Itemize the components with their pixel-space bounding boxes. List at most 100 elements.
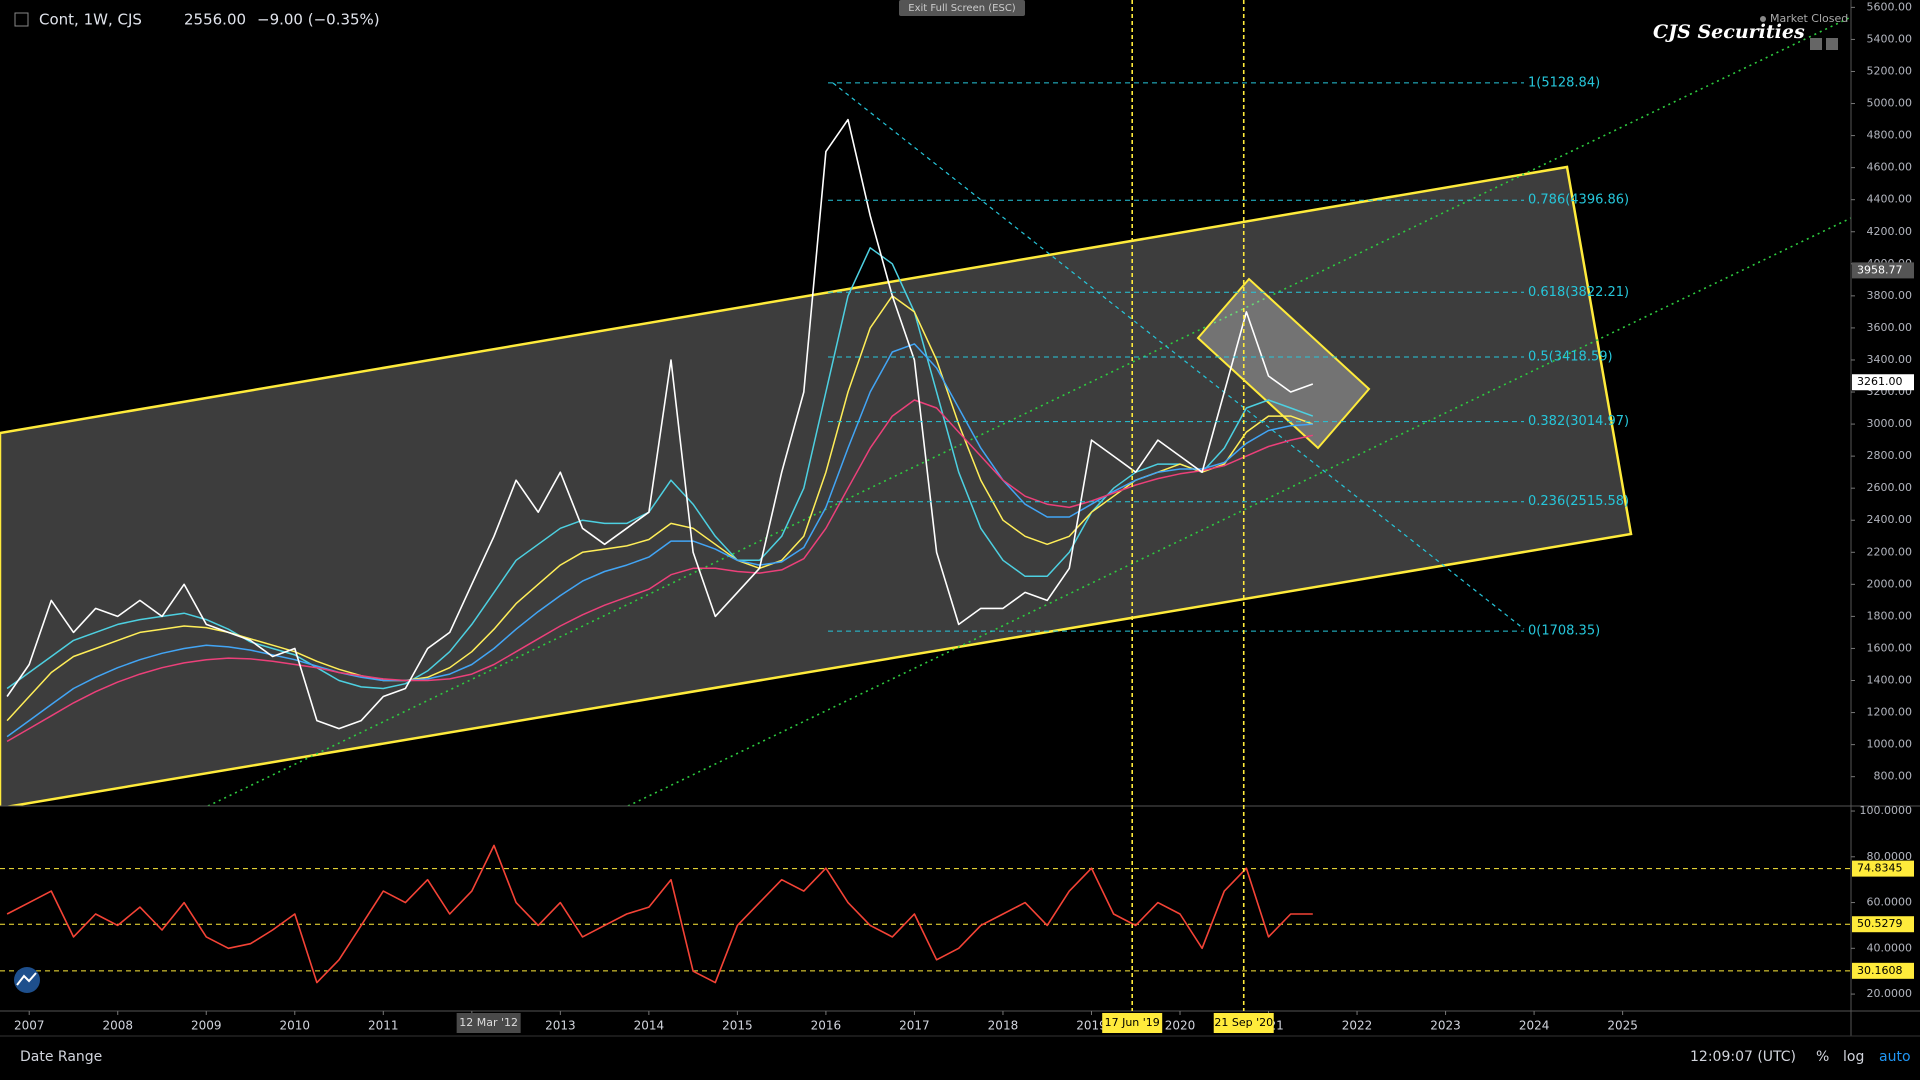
y-tick-label: 4600.00 [1867, 161, 1913, 174]
price-tag [1852, 262, 1914, 279]
x-tick-label: 2011 [368, 1019, 399, 1033]
status-dot [1760, 16, 1766, 22]
brand: CJS Securities [1653, 21, 1805, 43]
y-tick-label: 5400.00 [1867, 32, 1913, 45]
auto-toggle[interactable]: auto [1879, 1049, 1911, 1065]
crosshair-label: 12 Mar '12 [459, 1016, 518, 1029]
indicator-line [6, 844, 1313, 984]
rsi-pane [0, 844, 1851, 984]
channel [0, 165, 1633, 806]
rsi-level-label: 30.1608 [1857, 964, 1903, 977]
y-tick-label: 1400.00 [1867, 674, 1913, 687]
y-tick-label: 3800.00 [1867, 289, 1913, 302]
x-tick-label: 2016 [811, 1019, 842, 1033]
log-toggle[interactable]: log [1843, 1049, 1864, 1065]
rsi-level-label: 50.5279 [1857, 917, 1903, 930]
y-tick-label: 60.0000 [1867, 896, 1913, 909]
axes: 800.00 1000.00 1200.00 1400.00 1600.00 1800.0… [0, 0, 1920, 1036]
date-label: 21 Sep '20 [1214, 1016, 1273, 1029]
percent-toggle[interactable]: % [1816, 1049, 1829, 1065]
price-tag [1852, 374, 1914, 391]
indicator-icon-glyph [16, 972, 37, 986]
fib-trend [832, 82, 1525, 630]
y-tick-label: 3600.00 [1867, 321, 1913, 334]
moving-average [6, 399, 1313, 743]
price-pane: 1(5128.84) 0.786(4396.86) 0.618(3822.21) 0.… [0, 17, 1851, 806]
x-tick-label: 2023 [1430, 1019, 1461, 1033]
moving-average [6, 343, 1313, 738]
price-tag-label: 3958.77 [1857, 263, 1903, 276]
x-tick-label: 2020 [1165, 1019, 1196, 1033]
y-tick-label: 4400.00 [1867, 193, 1913, 206]
y-tick-label: 20.0000 [1867, 987, 1913, 1000]
pane-button[interactable] [1826, 38, 1838, 50]
x-tick-label: 2010 [280, 1019, 311, 1033]
rsi-level-tag [1852, 860, 1914, 877]
y-tick-label: 4200.00 [1867, 225, 1913, 238]
y-tick-label: 5200.00 [1867, 64, 1913, 77]
overlay: 74.8345 50.5279 30.1608 17 Jun '19 21 Sep '2… [456, 0, 1914, 1033]
y-tick-label: 1000.00 [1867, 738, 1913, 751]
x-tick-label: 2007 [14, 1019, 45, 1033]
fib-label: 0.5(3418.59) [1528, 349, 1613, 364]
y-tick-label: 5600.00 [1867, 0, 1913, 13]
x-tick-label: 2009 [191, 1019, 222, 1033]
y-tick-label: 4800.00 [1867, 129, 1913, 142]
y-tick-label: 2600.00 [1867, 481, 1913, 494]
x-tick-label: 2022 [1342, 1019, 1373, 1033]
rsi-level-tag [1852, 916, 1914, 933]
x-tick-label: 2017 [899, 1019, 930, 1033]
clock: 12:09:07 (UTC) [1690, 1049, 1796, 1065]
x-tick-label: 2013 [545, 1019, 576, 1033]
y-tick-label: 3000.00 [1867, 417, 1913, 430]
y-tick-label: 1600.00 [1867, 641, 1913, 654]
y-tick-label: 100.0000 [1860, 804, 1913, 817]
price-change: −9.00 (−0.35%) [257, 11, 380, 29]
y-tick-label: 800.00 [1874, 770, 1913, 783]
fib-label: 0.236(2515.58) [1528, 494, 1629, 509]
fib-label: 1(5128.84) [1528, 75, 1600, 90]
y-tick-label: 3400.00 [1867, 353, 1913, 366]
y-tick-label: 40.0000 [1867, 941, 1913, 954]
y-tick-label: 80.0000 [1867, 850, 1913, 863]
x-tick-label: 2018 [988, 1019, 1019, 1033]
date-range[interactable]: Date Range [20, 1049, 102, 1065]
exit-button[interactable]: Exit Full Screen (ESC) [908, 3, 1016, 14]
y-tick-label: 2200.00 [1867, 545, 1913, 558]
date-tag [1102, 1013, 1163, 1033]
price-tag-label: 3261.00 [1857, 375, 1903, 388]
fib-label: 0(1708.35) [1528, 624, 1600, 639]
date-tag [1213, 1013, 1274, 1033]
x-tick-label: 2024 [1519, 1019, 1550, 1033]
x-tick-label: 2025 [1607, 1019, 1638, 1033]
crosshair-tag [456, 1013, 521, 1033]
rsi-level-tag [1852, 962, 1914, 979]
y-tick-label: 2400.00 [1867, 513, 1913, 526]
market-status: Market Closed [1770, 12, 1848, 25]
fib-label: 0.618(3822.21) [1528, 285, 1629, 300]
x-tick-label: 2019 [1076, 1019, 1107, 1033]
date-label: 17 Jun '19 [1105, 1016, 1160, 1029]
y-tick-label: 2000.00 [1867, 577, 1913, 590]
y-tick-label: 1200.00 [1867, 706, 1913, 719]
fib-label: 0.786(4396.86) [1528, 193, 1629, 208]
rsi-level-label: 74.8345 [1857, 862, 1903, 875]
pane-button[interactable] [1810, 38, 1822, 50]
fib-label: 0.382(3014.97) [1528, 414, 1629, 429]
price-line [6, 118, 1314, 730]
moving-average [6, 247, 1314, 690]
trend-line [627, 217, 1851, 806]
y-tick-label: 1800.00 [1867, 609, 1913, 622]
last-price: 2556.00 [184, 11, 246, 29]
x-tick-label: 2008 [102, 1019, 133, 1033]
symbol[interactable]: Cont, 1W, CJS [39, 11, 142, 29]
x-tick-label: 2015 [722, 1019, 753, 1033]
symbol-icon [14, 12, 29, 27]
exit-button-bg[interactable] [899, 0, 1025, 16]
x-tick-label: 2014 [634, 1019, 665, 1033]
y-tick-label: 2800.00 [1867, 449, 1913, 462]
y-tick-label: 5000.00 [1867, 97, 1913, 110]
highlight-box [1196, 277, 1371, 450]
